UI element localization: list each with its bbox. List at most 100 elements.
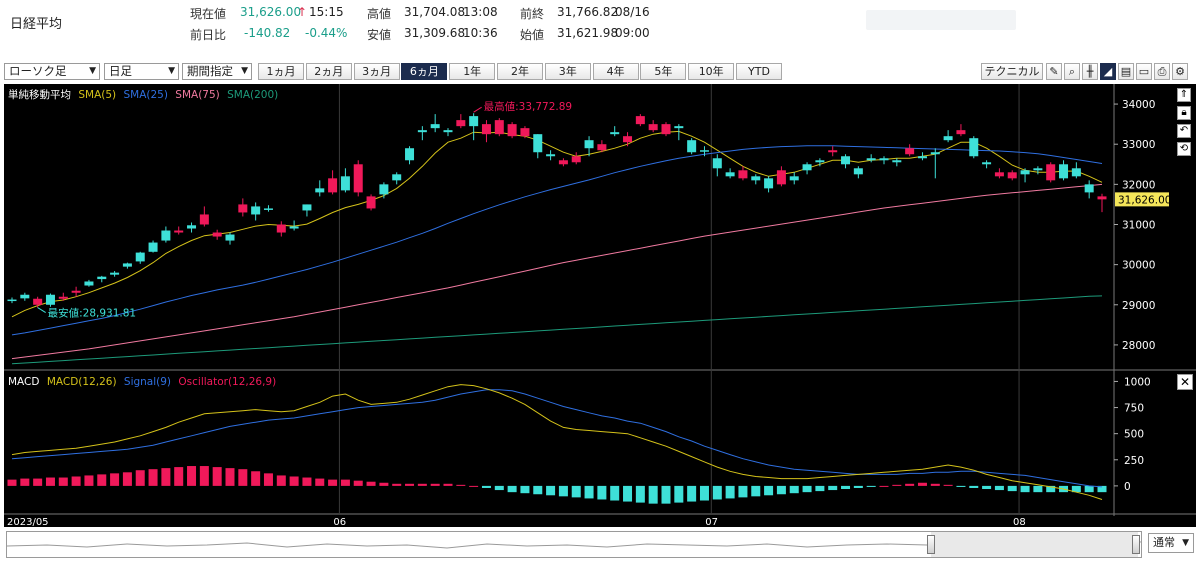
oscillator-bar [764, 485, 774, 496]
candle-body [597, 144, 607, 151]
zoom-icon[interactable]: ⌕ [1064, 63, 1080, 80]
oscillator-bar [469, 485, 479, 487]
candle-body [430, 124, 440, 129]
oscillator-bar [71, 476, 81, 486]
y-tick-label: 33000 [1122, 139, 1155, 151]
candle-body [776, 170, 786, 185]
x-tick-label: 08 [1013, 517, 1026, 527]
candle-body [7, 299, 17, 302]
range-mode-value: 期間指定 [187, 64, 233, 78]
candle-body [917, 156, 927, 159]
technical-button[interactable]: テクニカル [981, 63, 1043, 80]
candle-body [1084, 184, 1094, 193]
lock-icon[interactable]: 🔒︎ [1177, 106, 1191, 120]
bar-chart-icon[interactable]: ╫ [1082, 63, 1098, 80]
close-icon[interactable]: ✕ [1177, 374, 1193, 390]
document-icon[interactable]: ▤ [1118, 63, 1134, 80]
candle-body [674, 126, 684, 129]
range-button-6[interactable]: 3年 [544, 63, 591, 80]
oscillator-bar [494, 485, 504, 491]
oscillator-bar [110, 473, 120, 486]
candle-body [58, 296, 68, 299]
chevron-down-icon: ▼ [241, 66, 248, 76]
sma-line-SMA25 [11, 145, 1103, 336]
print-icon[interactable]: ⎙ [1154, 63, 1170, 80]
oscillator-bar [289, 476, 299, 486]
folder-icon[interactable]: ▭ [1136, 63, 1152, 80]
range-button-3[interactable]: 6ヵ月 [401, 63, 448, 80]
oscillator-bar [738, 485, 748, 498]
candle-body [392, 174, 402, 181]
chart-toolbar: ローソク足 ▼ 日足 ▼ 期間指定 ▼ 1ヵ月 2ヵ月 3ヵ月 6ヵ月 1年 2年 3年 4年… [0, 60, 1200, 84]
range-button-10[interactable]: YTD [736, 63, 782, 80]
range-navigator[interactable]: 通常 ▼ [4, 529, 1196, 562]
max-annotation: 最高値:33,772.89 [484, 100, 572, 113]
oscillator-bar [199, 466, 209, 486]
period-type-select[interactable]: 日足 ▼ [104, 63, 179, 80]
legend-sma75: SMA(75) [175, 89, 220, 101]
oscillator-bar [635, 485, 645, 503]
candle-body [610, 132, 620, 135]
current-price-label: 31,626.00 [1118, 194, 1171, 206]
oscillator-bar [212, 467, 222, 486]
candle-body [45, 294, 55, 305]
period-type-value: 日足 [109, 64, 132, 78]
oscillator-bar [251, 471, 261, 486]
range-button-8[interactable]: 5年 [640, 63, 687, 80]
navigator-window[interactable] [931, 532, 1138, 557]
candle-body [943, 136, 953, 141]
legend-sma200: SMA(200) [227, 89, 279, 101]
oscillator-bar [135, 470, 145, 486]
navigator-left-handle[interactable] [927, 535, 935, 554]
oscillator-bar [969, 485, 979, 488]
line-chart-icon[interactable]: ◢ [1100, 63, 1116, 80]
prev-close-date: 08/16 [615, 5, 650, 19]
high-time: 13:08 [463, 5, 498, 19]
oscillator-bar [866, 485, 876, 487]
candle-body [469, 116, 479, 127]
range-button-7[interactable]: 4年 [592, 63, 639, 80]
candle-body [289, 226, 299, 229]
range-button-0[interactable]: 1ヵ月 [258, 63, 304, 80]
y-tick-label: 29000 [1122, 300, 1155, 312]
candle-body [1059, 164, 1069, 179]
change-value: -140.82 [244, 26, 291, 40]
oscillator-bar [1007, 485, 1017, 492]
sma-line-SMA75 [11, 183, 1103, 360]
chart-area[interactable]: 2023/05 06 07 08 28000 29000 30000 31000 32000 33… [4, 84, 1196, 527]
range-button-1[interactable]: 2ヵ月 [305, 63, 352, 80]
candle-body [122, 263, 132, 267]
range-button-9[interactable]: 10年 [688, 63, 735, 80]
pencil-icon[interactable]: ✎ [1046, 63, 1062, 80]
navigator-track[interactable] [6, 531, 1142, 558]
macd-tick-label: 750 [1124, 403, 1144, 415]
min-annotation: 最安値:28,931.81 [48, 307, 136, 320]
undo-icon[interactable]: ↶ [1177, 124, 1191, 138]
oscillator-bar [1084, 485, 1094, 493]
oscillator-bar [853, 485, 863, 488]
range-mode-select[interactable]: 期間指定 ▼ [182, 63, 252, 80]
range-button-2[interactable]: 3ヵ月 [353, 63, 400, 80]
candle-body [828, 150, 838, 153]
open-time: 09:00 [615, 26, 650, 40]
oscillator-bar [1020, 485, 1030, 493]
oscillator-bar [841, 485, 851, 490]
candle-body [71, 290, 81, 293]
range-button-4[interactable]: 1年 [449, 63, 496, 80]
navigator-mode-select[interactable]: 通常 ▼ [1148, 533, 1194, 553]
main-legend: 単純移動平均 SMA(5) SMA(25) SMA(75) SMA(200) [8, 87, 278, 102]
oscillator-bar [1071, 485, 1081, 493]
sma-line-SMA5 [11, 130, 1103, 318]
search-box[interactable] [866, 10, 1016, 30]
candle-body [623, 136, 633, 143]
navigator-right-handle[interactable] [1132, 535, 1140, 554]
oscillator-bar [597, 485, 607, 500]
oscillator-bar [161, 468, 171, 486]
chart-type-select[interactable]: ローソク足 ▼ [4, 63, 100, 80]
reset-icon[interactable]: ⟲ [1177, 142, 1191, 156]
range-button-5[interactable]: 2年 [497, 63, 543, 80]
oscillator-bar [122, 472, 132, 486]
scroll-up-icon[interactable]: ⇑ [1177, 88, 1191, 102]
settings-icon[interactable]: ⚙ [1172, 63, 1188, 80]
low-label: 安値 [367, 28, 392, 42]
